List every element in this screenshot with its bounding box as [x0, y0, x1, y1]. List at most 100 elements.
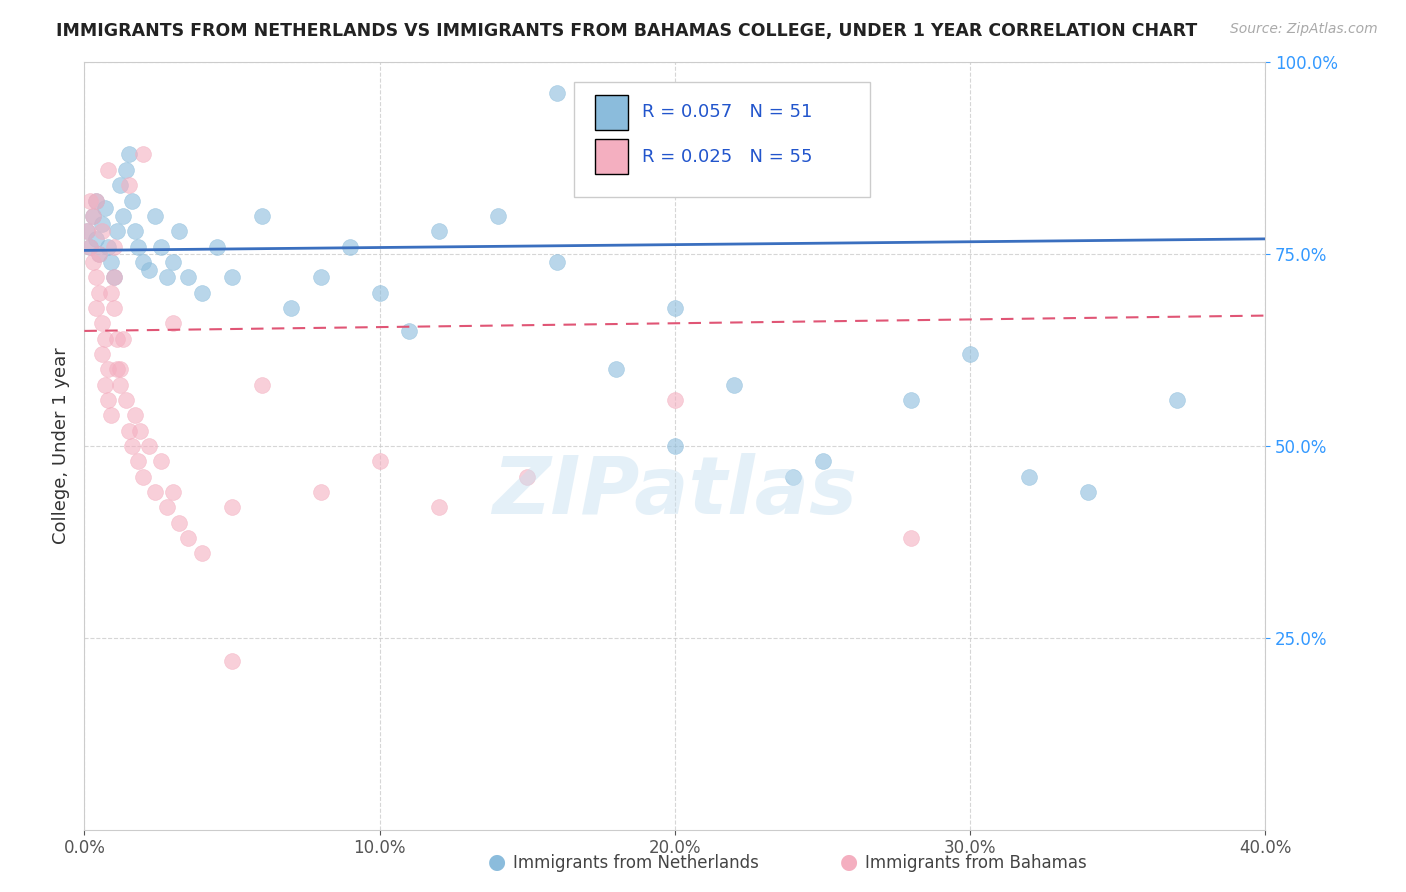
Point	[486, 209, 509, 223]
Point	[84, 194, 107, 208]
Point	[105, 362, 128, 376]
Point	[118, 424, 141, 438]
Point	[132, 147, 155, 161]
Text: Source: ZipAtlas.com: Source: ZipAtlas.com	[1230, 22, 1378, 37]
Point	[782, 469, 804, 483]
Point	[82, 255, 104, 269]
Point	[162, 316, 184, 330]
Point	[250, 377, 273, 392]
Point	[124, 409, 146, 423]
Point	[309, 270, 332, 285]
Text: IMMIGRANTS FROM NETHERLANDS VS IMMIGRANTS FROM BAHAMAS COLLEGE, UNDER 1 YEAR COR: IMMIGRANTS FROM NETHERLANDS VS IMMIGRANT…	[56, 22, 1198, 40]
Y-axis label: College, Under 1 year: College, Under 1 year	[52, 348, 70, 544]
Point	[103, 239, 125, 253]
Point	[309, 485, 332, 500]
Point	[129, 424, 152, 438]
FancyBboxPatch shape	[595, 95, 627, 130]
Point	[87, 285, 111, 300]
Point	[167, 516, 190, 530]
Point	[516, 469, 538, 483]
Point	[94, 201, 117, 215]
Point	[108, 362, 131, 376]
Point	[97, 162, 120, 177]
Point	[398, 324, 420, 338]
Point	[221, 270, 243, 285]
Point	[605, 362, 627, 376]
Point	[108, 377, 131, 392]
Point	[162, 485, 184, 500]
Point	[105, 332, 128, 346]
Point	[87, 247, 111, 261]
Point	[111, 209, 134, 223]
Point	[103, 270, 125, 285]
Point	[156, 500, 179, 515]
Point	[664, 439, 686, 453]
Point	[94, 332, 117, 346]
Point	[84, 232, 107, 246]
Point	[177, 270, 200, 285]
Point	[811, 454, 834, 468]
Point	[138, 439, 160, 453]
Point	[121, 194, 143, 208]
Point	[100, 255, 122, 269]
Point	[105, 224, 128, 238]
Text: Immigrants from Netherlands: Immigrants from Netherlands	[513, 855, 759, 872]
Point	[1018, 469, 1040, 483]
Point	[1077, 485, 1099, 500]
Point	[221, 500, 243, 515]
Point	[91, 224, 114, 238]
Point	[368, 285, 391, 300]
Point	[124, 224, 146, 238]
Point	[167, 224, 190, 238]
Point	[959, 347, 981, 361]
Text: R = 0.057   N = 51: R = 0.057 N = 51	[641, 103, 813, 121]
Point	[103, 270, 125, 285]
Point	[76, 224, 98, 238]
Point	[97, 362, 120, 376]
Point	[546, 255, 568, 269]
Point	[339, 239, 361, 253]
Point	[427, 500, 450, 515]
Text: Immigrants from Bahamas: Immigrants from Bahamas	[865, 855, 1087, 872]
Point	[127, 454, 149, 468]
Point	[97, 239, 120, 253]
Point	[114, 162, 136, 177]
Point	[143, 209, 166, 223]
Point	[114, 392, 136, 407]
Point	[108, 178, 131, 193]
Point	[132, 255, 155, 269]
Point	[103, 301, 125, 315]
Point	[368, 454, 391, 468]
Point	[127, 239, 149, 253]
Point	[664, 301, 686, 315]
Point	[156, 270, 179, 285]
Point	[84, 194, 107, 208]
Point	[207, 239, 229, 253]
Point	[82, 209, 104, 223]
Point	[900, 392, 922, 407]
Point	[427, 224, 450, 238]
Point	[100, 285, 122, 300]
Point	[84, 301, 107, 315]
Point	[546, 86, 568, 100]
Text: ●: ●	[488, 853, 506, 872]
Point	[94, 377, 117, 392]
Point	[900, 531, 922, 545]
Text: ●: ●	[839, 853, 858, 872]
Point	[162, 255, 184, 269]
Point	[664, 392, 686, 407]
Point	[177, 531, 200, 545]
Point	[91, 347, 114, 361]
Point	[87, 247, 111, 261]
Point	[280, 301, 302, 315]
FancyBboxPatch shape	[575, 81, 870, 197]
Point	[138, 262, 160, 277]
Text: R = 0.025   N = 55: R = 0.025 N = 55	[641, 148, 813, 166]
Point	[191, 285, 214, 300]
FancyBboxPatch shape	[595, 139, 627, 174]
Point	[100, 409, 122, 423]
Point	[82, 209, 104, 223]
Point	[91, 316, 114, 330]
Point	[132, 469, 155, 483]
Point	[191, 546, 214, 560]
